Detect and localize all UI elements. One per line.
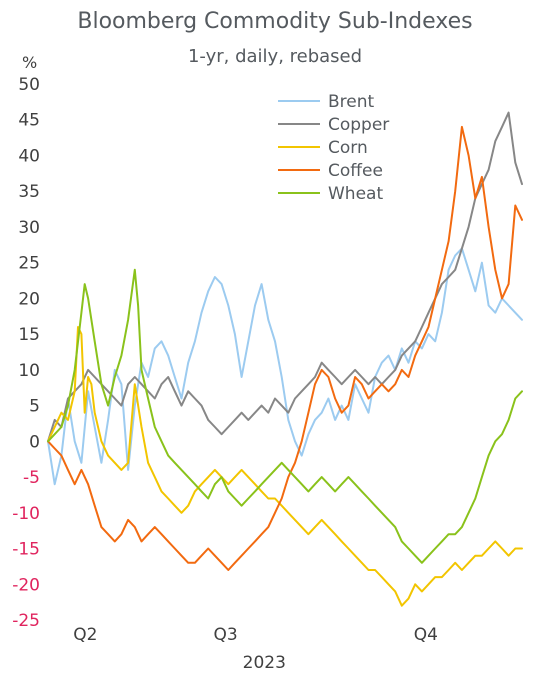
- y-tick-label: -15: [12, 540, 40, 560]
- x-year-label: 2023: [243, 653, 286, 673]
- y-tick-label: 0: [29, 432, 40, 452]
- series-line-coffee: [47, 125, 523, 571]
- x-tick-label: Q3: [213, 625, 237, 645]
- y-tick-label: 5: [29, 397, 40, 417]
- y-tick-label: 10: [18, 361, 40, 381]
- legend-label-brent: Brent: [328, 92, 375, 112]
- chart-title: Bloomberg Commodity Sub-Indexes: [77, 9, 472, 34]
- legend-label-wheat: Wheat: [328, 184, 383, 204]
- plot-area: [47, 111, 523, 607]
- y-tick-label: 35: [18, 182, 40, 202]
- y-unit-label: %: [22, 53, 37, 72]
- y-tick-label: -10: [12, 504, 40, 524]
- y-tick-label: 45: [18, 111, 40, 131]
- legend: Brent Copper Corn Coffee Wheat: [278, 92, 389, 204]
- y-tick-label: 40: [18, 146, 40, 166]
- series-line-copper: [47, 111, 523, 443]
- series-line-brent: [47, 247, 523, 486]
- y-tick-label: -25: [12, 611, 40, 631]
- y-tick-label: -20: [12, 575, 40, 595]
- x-tick-label: Q2: [73, 625, 97, 645]
- legend-label-copper: Copper: [328, 115, 389, 135]
- y-tick-label: 25: [18, 254, 40, 274]
- chart-subtitle: 1-yr, daily, rebased: [188, 46, 362, 67]
- legend-label-corn: Corn: [328, 138, 368, 158]
- y-tick-label: 15: [18, 325, 40, 345]
- series-line-corn: [47, 326, 523, 607]
- x-tick-label: Q4: [414, 625, 438, 645]
- y-tick-label: 30: [18, 218, 40, 238]
- series-line-wheat: [47, 268, 523, 564]
- y-tick-label: 50: [18, 75, 40, 95]
- y-tick-label: 20: [18, 289, 40, 309]
- y-tick-label: -5: [23, 468, 40, 488]
- x-axis: Q2Q3Q4Q1Q220232024: [73, 625, 438, 673]
- legend-label-coffee: Coffee: [328, 161, 383, 181]
